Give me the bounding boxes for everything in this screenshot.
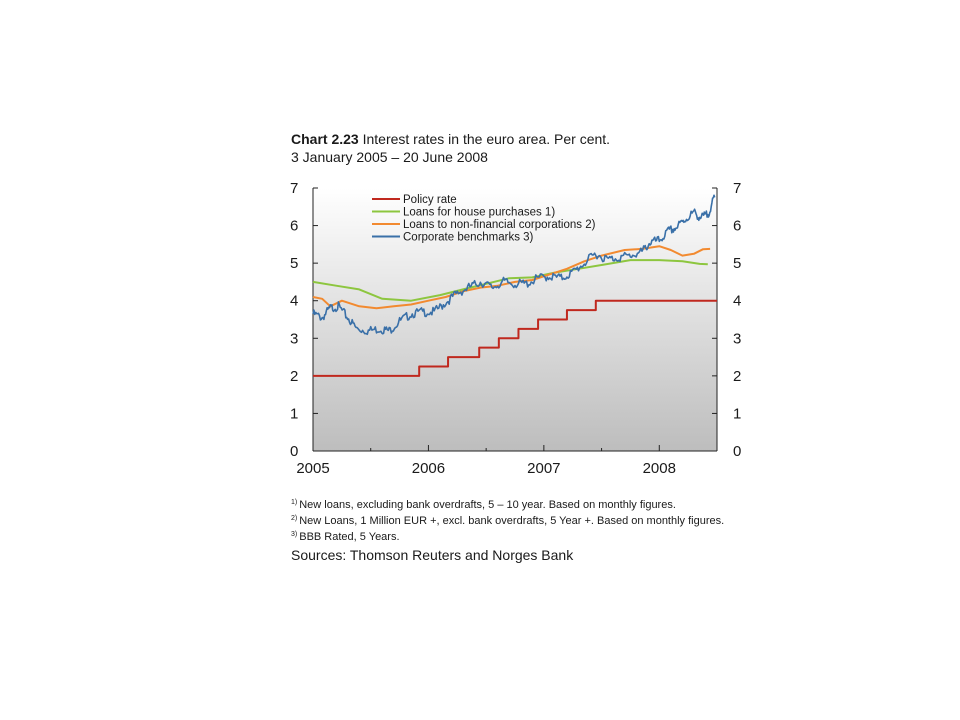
footnote-mark: 3): [291, 531, 298, 538]
series-line-loans-to-non-financial-corporations-2: [312, 245, 711, 310]
plot-area: [313, 188, 717, 451]
y-tick-label-right: 5: [733, 255, 741, 272]
legend-label: Corporate benchmarks 3): [403, 232, 534, 244]
y-tick-label-right: 3: [733, 330, 741, 347]
y-tick-label-right: 4: [733, 293, 741, 310]
footnote-text: New Loans, 1 Million EUR +, excl. bank o…: [299, 515, 725, 527]
x-tick-label: 2007: [527, 460, 560, 477]
series-line-loans-for-house-purchases-1: [312, 259, 708, 302]
footnote-text: BBB Rated, 5 Years.: [299, 531, 400, 543]
legend-label: Loans for house purchases 1): [403, 207, 555, 219]
chart-title-block: Chart 2.23 Interest rates in the euro ar…: [291, 130, 610, 166]
footnote: 1) New loans, excluding bank overdrafts, …: [291, 496, 791, 512]
footnote: 3) BBB Rated, 5 Years.: [291, 528, 791, 544]
footnote-text: New loans, excluding bank overdrafts, 5 …: [299, 499, 676, 511]
chart-subtitle: 3 January 2005 – 20 June 2008: [291, 149, 488, 165]
y-tick-label-right: 2: [733, 368, 741, 385]
y-tick-label-left: 3: [290, 330, 298, 347]
y-tick-label-left: 4: [290, 293, 298, 310]
legend-label: Policy rate: [403, 194, 457, 206]
series-line-policy-rate: [313, 299, 717, 377]
y-tick-label-left: 1: [290, 405, 298, 422]
y-tick-label-right: 0: [733, 443, 741, 460]
y-tick-label-right: 1: [733, 405, 741, 422]
legend-label: Loans to non-financial corporations 2): [403, 219, 596, 231]
y-tick-label-right: 7: [733, 180, 741, 197]
sources-note: Sources: Thomson Reuters and Norges Bank: [291, 547, 574, 563]
y-tick-label-left: 7: [290, 180, 298, 197]
y-tick-label-right: 6: [733, 218, 741, 235]
footnote-mark: 1): [291, 499, 298, 506]
chart-number: Chart 2.23: [291, 131, 359, 147]
interest-rates-chart: 0 0 1 1 2 2 3 3 4 4 5 5 6 6 7 7 2005 2006 2007 2008 Policy …: [290, 180, 741, 477]
footnote-mark: 2): [291, 515, 298, 522]
x-tick-label: 2006: [412, 460, 445, 477]
y-tick-label-left: 5: [290, 255, 298, 272]
chart-title: Interest rates in the euro area. Per cen…: [362, 131, 611, 147]
y-tick-label-left: 6: [290, 218, 298, 235]
y-tick-label-left: 2: [290, 368, 298, 385]
footnote: 2) New Loans, 1 Million EUR +, excl. bank…: [291, 512, 791, 528]
chart-notes: 1) New loans, excluding bank overdrafts, …: [291, 496, 791, 564]
y-tick-label-left: 0: [290, 443, 298, 460]
x-tick-label: 2008: [643, 460, 676, 477]
x-tick-label: 2005: [296, 460, 329, 477]
series-line-corporate-benchmarks-3: [312, 194, 716, 336]
